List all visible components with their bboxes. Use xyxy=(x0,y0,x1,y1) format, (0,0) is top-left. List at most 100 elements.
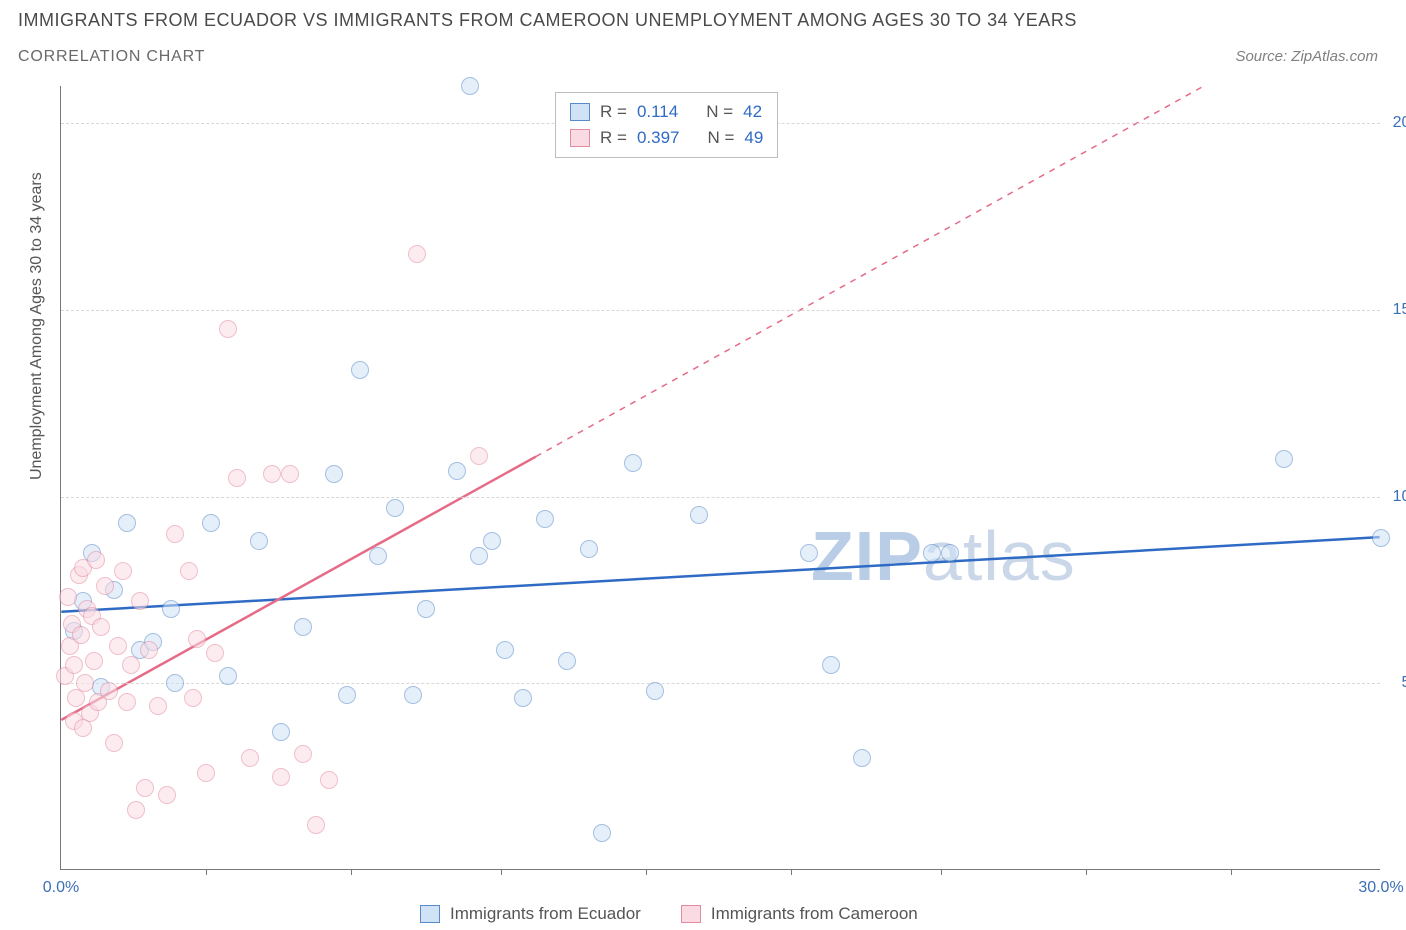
legend: Immigrants from Ecuador Immigrants from C… xyxy=(420,904,918,924)
data-point xyxy=(272,723,290,741)
stats-n-value: 49 xyxy=(744,125,763,151)
data-point xyxy=(593,824,611,842)
data-point xyxy=(92,618,110,636)
data-point xyxy=(109,637,127,655)
x-tick-mark xyxy=(791,869,792,875)
stats-n-label: N = xyxy=(706,99,733,125)
legend-label: Immigrants from Ecuador xyxy=(450,904,641,924)
data-point xyxy=(206,644,224,662)
data-point xyxy=(166,674,184,692)
data-point xyxy=(263,465,281,483)
data-point xyxy=(320,771,338,789)
data-point xyxy=(250,532,268,550)
data-point xyxy=(184,689,202,707)
data-point xyxy=(483,532,501,550)
x-tick-mark xyxy=(206,869,207,875)
data-point xyxy=(307,816,325,834)
data-point xyxy=(188,630,206,648)
x-tick-mark xyxy=(1231,869,1232,875)
x-tick-mark xyxy=(501,869,502,875)
legend-item: Immigrants from Ecuador xyxy=(420,904,641,924)
scatter-plot: ZIPatlas 5.0%10.0%15.0%20.0%0.0%30.0% xyxy=(60,86,1380,870)
gridline-h xyxy=(61,310,1380,311)
stats-row: R =0.114N =42 xyxy=(570,99,763,125)
data-point xyxy=(105,734,123,752)
data-point xyxy=(85,652,103,670)
data-point xyxy=(219,667,237,685)
data-point xyxy=(65,656,83,674)
data-point xyxy=(294,618,312,636)
data-point xyxy=(325,465,343,483)
data-point xyxy=(448,462,466,480)
data-point xyxy=(140,641,158,659)
data-point xyxy=(404,686,422,704)
y-axis-label: Unemployment Among Ages 30 to 34 years xyxy=(28,172,46,480)
data-point xyxy=(96,577,114,595)
data-point xyxy=(114,562,132,580)
data-point xyxy=(1372,529,1390,547)
chart-title-line2: CORRELATION CHART xyxy=(18,48,205,66)
data-point xyxy=(1275,450,1293,468)
data-point xyxy=(272,768,290,786)
data-point xyxy=(131,592,149,610)
y-tick-label: 5.0% xyxy=(1388,674,1406,692)
data-point xyxy=(197,764,215,782)
x-tick-label: 0.0% xyxy=(43,879,79,897)
stats-box: R =0.114N =42R =0.397N =49 xyxy=(555,92,778,158)
stats-r-label: R = xyxy=(600,125,627,151)
data-point xyxy=(166,525,184,543)
trend-lines-layer xyxy=(61,86,1380,869)
data-point xyxy=(162,600,180,618)
legend-label: Immigrants from Cameroon xyxy=(711,904,918,924)
data-point xyxy=(59,588,77,606)
gridline-h xyxy=(61,683,1380,684)
data-point xyxy=(369,547,387,565)
data-point xyxy=(149,697,167,715)
stats-r-label: R = xyxy=(600,99,627,125)
data-point xyxy=(158,786,176,804)
y-tick-label: 10.0% xyxy=(1388,488,1406,506)
data-point xyxy=(800,544,818,562)
y-tick-label: 20.0% xyxy=(1388,114,1406,132)
swatch-icon xyxy=(420,905,440,923)
data-point xyxy=(470,447,488,465)
data-point xyxy=(72,626,90,644)
data-point xyxy=(118,514,136,532)
source-credit: Source: ZipAtlas.com xyxy=(1235,48,1378,65)
data-point xyxy=(624,454,642,472)
data-point xyxy=(496,641,514,659)
stats-n-label: N = xyxy=(707,125,734,151)
data-point xyxy=(202,514,220,532)
y-tick-label: 15.0% xyxy=(1388,301,1406,319)
swatch-icon xyxy=(570,103,590,121)
data-point xyxy=(558,652,576,670)
chart-title-line1: IMMIGRANTS FROM ECUADOR VS IMMIGRANTS FR… xyxy=(18,10,1077,31)
data-point xyxy=(122,656,140,674)
data-point xyxy=(281,465,299,483)
x-tick-label: 30.0% xyxy=(1358,879,1403,897)
data-point xyxy=(536,510,554,528)
gridline-h xyxy=(61,497,1380,498)
data-point xyxy=(408,245,426,263)
data-point xyxy=(294,745,312,763)
swatch-icon xyxy=(681,905,701,923)
data-point xyxy=(241,749,259,767)
x-tick-mark xyxy=(351,869,352,875)
data-point xyxy=(646,682,664,700)
data-point xyxy=(417,600,435,618)
data-point xyxy=(941,544,959,562)
x-tick-mark xyxy=(941,869,942,875)
swatch-icon xyxy=(570,129,590,147)
data-point xyxy=(853,749,871,767)
data-point xyxy=(100,682,118,700)
x-tick-mark xyxy=(1086,869,1087,875)
data-point xyxy=(87,551,105,569)
data-point xyxy=(580,540,598,558)
data-point xyxy=(180,562,198,580)
data-point xyxy=(136,779,154,797)
data-point xyxy=(338,686,356,704)
stats-n-value: 42 xyxy=(743,99,762,125)
data-point xyxy=(461,77,479,95)
data-point xyxy=(690,506,708,524)
data-point xyxy=(219,320,237,338)
